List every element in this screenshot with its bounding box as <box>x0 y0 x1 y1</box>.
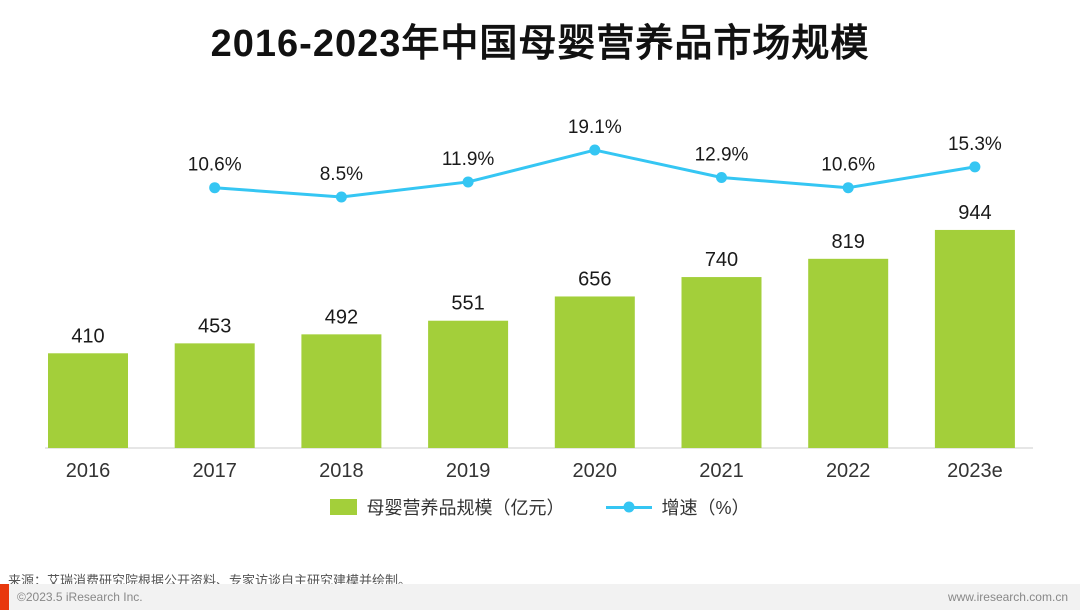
bar-2017 <box>174 343 255 448</box>
x-tick-2022: 2022 <box>826 460 871 482</box>
bar-value-2020: 656 <box>578 268 611 290</box>
bar-2023e <box>934 229 1015 448</box>
x-tick-2016: 2016 <box>66 460 111 482</box>
bar-2016 <box>48 353 128 448</box>
growth-point-2018 <box>335 191 347 203</box>
footer-bar: ©2023.5 iResearch Inc. www.iresearch.com… <box>0 584 1080 610</box>
legend-bar-swatch <box>330 499 358 515</box>
growth-point-2023e <box>969 161 981 173</box>
growth-point-2019 <box>462 176 474 188</box>
bar-value-2022: 819 <box>832 231 865 253</box>
bar-2022 <box>808 258 889 448</box>
growth-label-2020: 19.1% <box>568 117 622 138</box>
growth-label-2022: 10.6% <box>821 155 875 176</box>
bar-value-2018: 492 <box>325 306 358 328</box>
bar-value-2021: 740 <box>705 249 738 271</box>
growth-point-2022 <box>842 182 854 194</box>
growth-label-2019: 11.9% <box>442 149 495 170</box>
growth-point-2017 <box>209 182 221 194</box>
bar-value-2023e: 944 <box>958 202 991 224</box>
legend-line-dot <box>623 501 635 513</box>
x-tick-2018: 2018 <box>319 460 364 482</box>
bar-2018 <box>301 334 382 448</box>
footer-left: ©2023.5 iResearch Inc. <box>0 584 143 610</box>
growth-label-2017: 10.6% <box>188 155 242 176</box>
growth-point-2021 <box>716 172 727 184</box>
x-tick-2020: 2020 <box>573 460 618 482</box>
legend: 母婴营养品规模（亿元） 增速（%） <box>0 494 1080 520</box>
bar-2020 <box>554 296 635 448</box>
x-tick-2023e: 2023e <box>947 460 1003 482</box>
brand-red-square <box>0 584 9 610</box>
footer-copyright: ©2023.5 iResearch Inc. <box>17 590 143 604</box>
x-tick-2019: 2019 <box>446 460 491 482</box>
legend-item-line: 增速（%） <box>606 494 750 520</box>
chart-canvas: 410 2016 453 2017 492 2018 551 2019 656 2020 740 20… <box>45 117 1033 482</box>
x-tick-2017: 2017 <box>192 460 237 482</box>
growth-label-2023e: 15.3% <box>948 134 1002 155</box>
growth-point-2020 <box>589 144 601 156</box>
legend-line-swatch <box>606 501 653 513</box>
footer-website: www.iresearch.com.cn <box>947 590 1068 604</box>
bar-value-2016: 410 <box>71 325 104 347</box>
chart-title: 2016-2023年中国母婴营养品市场规模 <box>210 23 870 65</box>
x-tick-2021: 2021 <box>699 460 744 482</box>
legend-item-bar: 母婴营养品规模（亿元） <box>330 494 564 520</box>
bar-value-2019: 551 <box>451 293 484 315</box>
legend-line-label: 增速（%） <box>661 498 750 518</box>
growth-label-2021: 12.9% <box>695 145 749 166</box>
bar-value-2017: 453 <box>198 315 231 337</box>
legend-bar-label: 母婴营养品规模（亿元） <box>366 498 565 518</box>
bar-2021 <box>681 277 762 448</box>
growth-label-2018: 8.5% <box>320 164 363 185</box>
bar-2019 <box>428 320 509 448</box>
